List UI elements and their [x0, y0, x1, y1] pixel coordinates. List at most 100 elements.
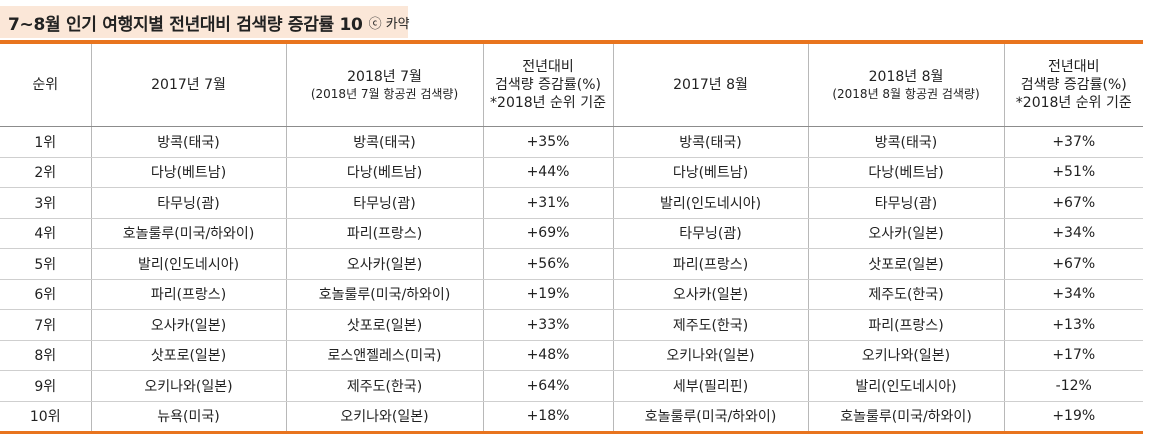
cell-jul-2018: 호놀룰루(미국/하와이)	[285, 279, 483, 310]
cell-jul-2017: 오사카(일본)	[90, 309, 286, 341]
table-row: 4위 호놀룰루(미국/하와이) 파리(프랑스) +69% 타무닝(괌) 오사카(일본) +3…	[0, 218, 1143, 249]
table-row: 3위 타무닝(괌) 타무닝(괌) +31% 발리(인도네시아) 타무닝(괌) +67%	[0, 187, 1143, 219]
header-aug-2018: 2018년 8월 (2018년 8월 항공권 검색량)	[807, 44, 1004, 127]
table-row: 7위 오사카(일본) 삿포로(일본) +33% 제주도(한국) 파리(프랑스) +13%	[0, 309, 1143, 341]
cell-jul-2018: 삿포로(일본)	[285, 309, 483, 341]
header-text: (2018년 8월 항공권 검색량)	[832, 86, 980, 101]
cell-aug-change: +37%	[1003, 126, 1143, 158]
page-title: 7~8월 인기 여행지별 전년대비 검색량 증감률 10	[8, 14, 363, 35]
cell-rank: 7위	[0, 309, 91, 341]
cell-aug-2017: 오사카(일본)	[612, 279, 808, 310]
cell-jul-2018: 방콕(태국)	[285, 126, 483, 158]
table-row: 8위 삿포로(일본) 로스앤젤레스(미국) +48% 오키나와(일본) 오키나와(일본) +…	[0, 340, 1143, 371]
table-row: 10위 뉴욕(미국) 오키나와(일본) +18% 호놀룰루(미국/하와이) 호놀룰루(미국…	[0, 401, 1143, 431]
cell-jul-2017: 호놀룰루(미국/하와이)	[90, 218, 286, 249]
cell-jul-2018: 파리(프랑스)	[285, 218, 483, 249]
cell-rank: 5위	[0, 248, 91, 280]
cell-jul-change: +64%	[482, 370, 613, 402]
cell-rank: 6위	[0, 279, 91, 310]
header-text: 검색량 증감률(%)	[495, 77, 601, 93]
cell-rank: 2위	[0, 157, 91, 188]
cell-aug-2018: 방콕(태국)	[807, 126, 1004, 158]
cell-aug-2017: 제주도(한국)	[612, 309, 808, 341]
cell-jul-2018: 제주도(한국)	[285, 370, 483, 402]
header-rank: 순위	[0, 44, 91, 127]
cell-aug-2017: 세부(필리핀)	[612, 370, 808, 402]
cell-aug-2018: 타무닝(괌)	[807, 187, 1004, 219]
cell-aug-2017: 호놀룰루(미국/하와이)	[612, 401, 808, 431]
header-text: 전년대비	[522, 59, 574, 75]
cell-jul-change: +44%	[482, 157, 613, 188]
cell-rank: 1위	[0, 126, 91, 158]
cell-jul-2017: 파리(프랑스)	[90, 279, 286, 310]
cell-aug-change: +17%	[1003, 340, 1143, 371]
cell-aug-2017: 다낭(베트남)	[612, 157, 808, 188]
cell-jul-change: +35%	[482, 126, 613, 158]
cell-jul-2018: 오사카(일본)	[285, 248, 483, 280]
cell-rank: 10위	[29, 409, 61, 426]
cell-aug-change: +13%	[1003, 309, 1143, 341]
cell-aug-2018: 오키나와(일본)	[807, 340, 1004, 371]
cell-jul-2017: 삿포로(일본)	[90, 340, 286, 371]
header-text: 2018년 7월	[347, 68, 422, 85]
cell-aug-2018: 삿포로(일본)	[807, 248, 1004, 280]
cell-aug-2017: 발리(인도네시아)	[612, 187, 808, 219]
header-jul-2017: 2017년 7월	[90, 44, 286, 127]
ranking-table: 순위 2017년 7월 2018년 7월 (2018년 7월 항공권 검색량) 전년대비…	[0, 44, 1143, 431]
cell-aug-2017: 파리(프랑스)	[612, 248, 808, 280]
header-text: 순위	[32, 77, 59, 93]
cell-jul-change: +19%	[482, 279, 613, 310]
cell-aug-change: +34%	[1003, 279, 1143, 310]
cell-jul-change: +69%	[482, 218, 613, 249]
cell-aug-2017: 타무닝(괌)	[612, 218, 808, 249]
header-text: *2018년 순위 기준	[1015, 95, 1132, 111]
cell-jul-2017: 다낭(베트남)	[90, 157, 286, 188]
cell-jul-2018: 다낭(베트남)	[285, 157, 483, 188]
cell-jul-change: +18%	[482, 401, 613, 431]
cell-aug-2018: 오사카(일본)	[807, 218, 1004, 249]
cell-jul-2017: 방콕(태국)	[90, 126, 286, 158]
table-body: 1위 방콕(태국) 방콕(태국) +35% 방콕(태국) 방콕(태국) +37% 2위 다낭(베…	[0, 126, 1143, 431]
header-aug-2017: 2017년 8월	[612, 44, 808, 127]
cell-jul-change: +56%	[482, 248, 613, 280]
cell-jul-2018: 타무닝(괌)	[285, 187, 483, 219]
table-row: 5위 발리(인도네시아) 오사카(일본) +56% 파리(프랑스) 삿포로(일본) +67%	[0, 248, 1143, 280]
cell-aug-change: +67%	[1003, 187, 1143, 219]
cell-aug-2017: 방콕(태국)	[612, 126, 808, 158]
cell-aug-change: -12%	[1003, 370, 1143, 402]
cell-aug-2018: 호놀룰루(미국/하와이)	[807, 401, 1004, 431]
top-rule	[0, 40, 1143, 44]
cell-jul-2018: 오키나와(일본)	[285, 401, 483, 431]
cell-aug-change: +51%	[1003, 157, 1143, 188]
cell-aug-change: +34%	[1003, 218, 1143, 249]
header-row: 순위 2017년 7월 2018년 7월 (2018년 7월 항공권 검색량) 전년대비…	[0, 44, 1143, 127]
cell-aug-2018: 파리(프랑스)	[807, 309, 1004, 341]
cell-jul-2017: 뉴욕(미국)	[90, 401, 286, 431]
cell-rank: 4위	[0, 218, 91, 249]
cell-jul-2017: 발리(인도네시아)	[90, 248, 286, 280]
table-row: 9위 오키나와(일본) 제주도(한국) +64% 세부(필리핀) 발리(인도네시아) -12…	[0, 370, 1143, 402]
cell-aug-2018: 다낭(베트남)	[807, 157, 1004, 188]
table-row: 1위 방콕(태국) 방콕(태국) +35% 방콕(태국) 방콕(태국) +37%	[0, 126, 1143, 158]
header-text: 검색량 증감률(%)	[1020, 77, 1127, 93]
bottom-rule	[0, 431, 1143, 434]
cell-rank: 8위	[0, 340, 91, 371]
cell-rank: 3위	[0, 187, 91, 219]
cell-rank: 9위	[0, 370, 91, 402]
cell-jul-change: +33%	[482, 309, 613, 341]
header-text: *2018년 순위 기준	[490, 95, 606, 111]
cell-jul-change: +48%	[482, 340, 613, 371]
table-row: 6위 파리(프랑스) 호놀룰루(미국/하와이) +19% 오사카(일본) 제주도(한국) +…	[0, 279, 1143, 310]
header-text: 2017년 7월	[151, 77, 226, 93]
cell-aug-change: +19%	[1003, 401, 1143, 431]
table-header: 순위 2017년 7월 2018년 7월 (2018년 7월 항공권 검색량) 전년대비…	[0, 44, 1143, 127]
cell-jul-2017: 오키나와(일본)	[90, 370, 286, 402]
source-credit: ⓒ 카약	[368, 16, 410, 32]
cell-jul-2018: 로스앤젤레스(미국)	[285, 340, 483, 371]
header-text: 전년대비	[1047, 59, 1100, 75]
cell-aug-change: +67%	[1003, 248, 1143, 280]
cell-jul-change: +31%	[482, 187, 613, 219]
